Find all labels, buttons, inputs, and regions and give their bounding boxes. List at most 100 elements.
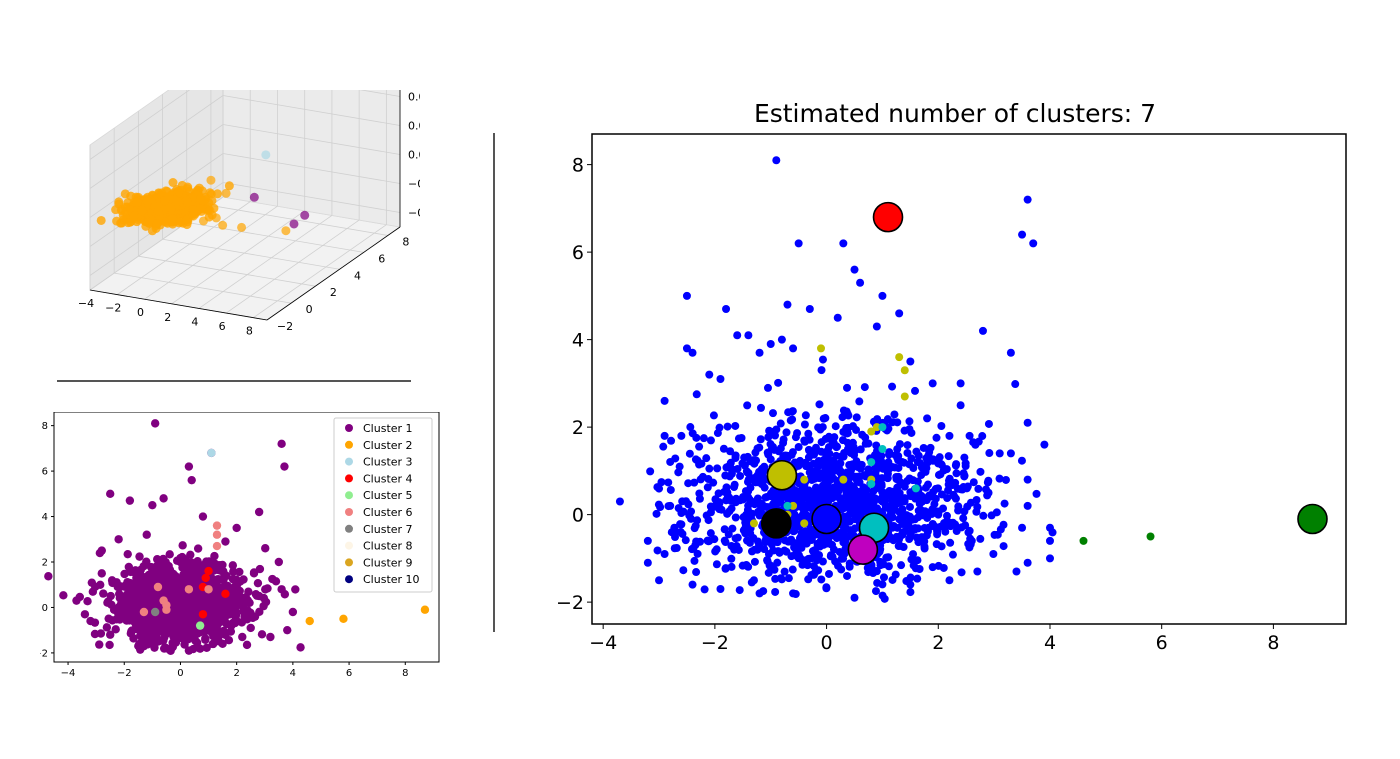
blue-point [716, 585, 725, 593]
cluster-point [211, 213, 221, 223]
x-tick-label: 6 [219, 320, 226, 333]
cluster-6-point [212, 541, 222, 551]
blue-point [906, 488, 915, 497]
legend-marker [345, 575, 353, 584]
blue-point [839, 554, 848, 563]
blue-point [854, 462, 863, 471]
blue-point [750, 557, 759, 566]
blue-point [758, 500, 767, 509]
main-xtick-label: 0 [821, 632, 833, 654]
cluster-1-point [253, 578, 263, 588]
blue-point [855, 397, 864, 406]
blue-point [783, 451, 792, 460]
legend-label: Cluster 9 [363, 556, 413, 569]
blue-point [760, 545, 769, 554]
z-tick-label: 0.04 [408, 91, 420, 104]
meanshift-scatter-panel: −4 −2 0 2 4 6 8 −2 0 2 4 6 8 Estimated number of clus… [530, 90, 1360, 680]
cluster-1-point [208, 610, 217, 620]
blue-point [839, 538, 848, 547]
member-point [800, 475, 809, 484]
cluster-1-point [148, 500, 157, 510]
cluster-point [212, 189, 222, 199]
blue-point [716, 375, 725, 383]
blue-point [702, 454, 711, 463]
blue-point [828, 552, 837, 561]
cluster-1-point [86, 616, 95, 626]
cluster-1-point [136, 631, 145, 640]
cluster-point [195, 194, 205, 204]
cluster-1-point [254, 591, 264, 601]
blue-point [954, 502, 963, 511]
blue-point [771, 431, 780, 440]
blue-point [672, 544, 681, 553]
blue-point [711, 547, 720, 556]
blue-point [743, 452, 752, 461]
grid-line [222, 124, 401, 155]
blue-point [737, 434, 746, 443]
blue-point [924, 451, 933, 460]
cluster-1-point [261, 544, 270, 553]
cluster-1-point [113, 582, 122, 592]
blue-point [893, 418, 902, 427]
grid-line [222, 182, 401, 213]
legend-marker [345, 508, 353, 516]
blue-point [1045, 523, 1054, 532]
blue-point [1000, 499, 1009, 508]
blue-point [684, 479, 693, 488]
blue-point [687, 545, 696, 554]
blue-point [884, 502, 893, 511]
blue-point [860, 383, 869, 392]
member-point [878, 423, 887, 432]
blue-point [643, 558, 652, 567]
blue-point [842, 468, 851, 477]
blue-point [1029, 239, 1038, 248]
blue-point [804, 575, 813, 584]
cluster-1-point [97, 546, 106, 555]
cluster-1-point [261, 585, 270, 594]
legend-marker [345, 558, 353, 567]
grid-line [225, 219, 360, 314]
blue-point [715, 505, 724, 514]
blue-point [831, 422, 840, 431]
blue-point [821, 496, 830, 505]
blue-point [741, 518, 750, 527]
blue-point [721, 471, 730, 480]
blue-point [943, 494, 952, 503]
cluster-6-point [184, 585, 194, 594]
blue-point [849, 442, 858, 451]
blue-point [688, 348, 697, 357]
blue-point [872, 441, 881, 450]
blue-point [814, 423, 823, 432]
cluster-center-black [761, 508, 792, 539]
cluster-1-point [135, 585, 145, 594]
small-xtick-label: 2 [233, 668, 239, 679]
blue-point [756, 403, 765, 412]
cluster-1-point [162, 644, 171, 653]
blue-point [843, 571, 852, 580]
blue-point [995, 449, 1004, 458]
blue-point [800, 437, 809, 446]
blue-point [895, 515, 904, 524]
cluster-point [137, 206, 147, 216]
cluster-1-point [118, 607, 127, 617]
blue-point [888, 382, 897, 391]
blue-point [923, 414, 932, 423]
blue-point [806, 525, 815, 534]
cluster-1-point [134, 641, 143, 651]
blue-point [688, 580, 697, 589]
blue-point [767, 540, 776, 549]
cluster-1-point [165, 550, 174, 559]
blue-point [720, 525, 729, 534]
cluster-1-point [97, 569, 106, 578]
blue-point [909, 550, 918, 559]
cluster-point [174, 186, 184, 196]
blue-point [890, 505, 899, 514]
blue-point [715, 499, 724, 508]
blue-point [786, 416, 795, 425]
blue-point [1006, 348, 1015, 357]
blue-point [952, 469, 961, 478]
blue-point [779, 435, 788, 444]
blue-point [653, 546, 662, 555]
z-tick-label: 0.00 [408, 149, 420, 162]
cluster-center-blue [811, 503, 842, 535]
